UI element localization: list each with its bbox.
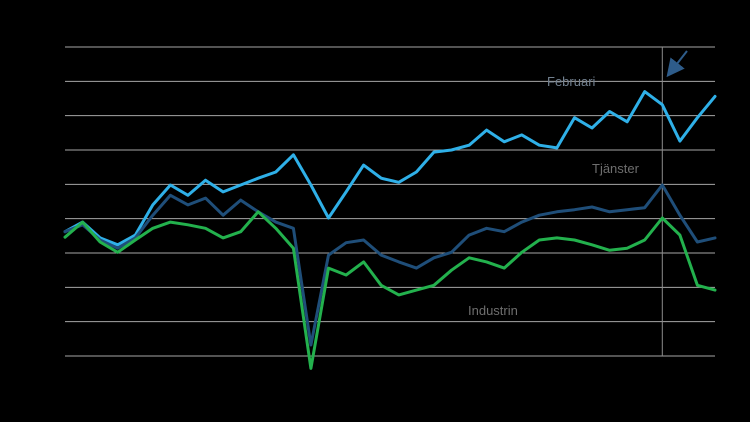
industry-line	[63, 210, 717, 370]
total-line	[63, 183, 717, 347]
services-line	[63, 90, 717, 247]
chart-series	[63, 90, 717, 370]
annotations: Februari Tjänster Industrin	[468, 50, 688, 318]
services-series-label: Tjänster	[592, 161, 640, 176]
annotation-label: Februari	[547, 74, 596, 89]
industry-series-label: Industrin	[468, 303, 518, 318]
peak-arrow-icon	[666, 50, 688, 78]
gridlines	[65, 46, 715, 357]
